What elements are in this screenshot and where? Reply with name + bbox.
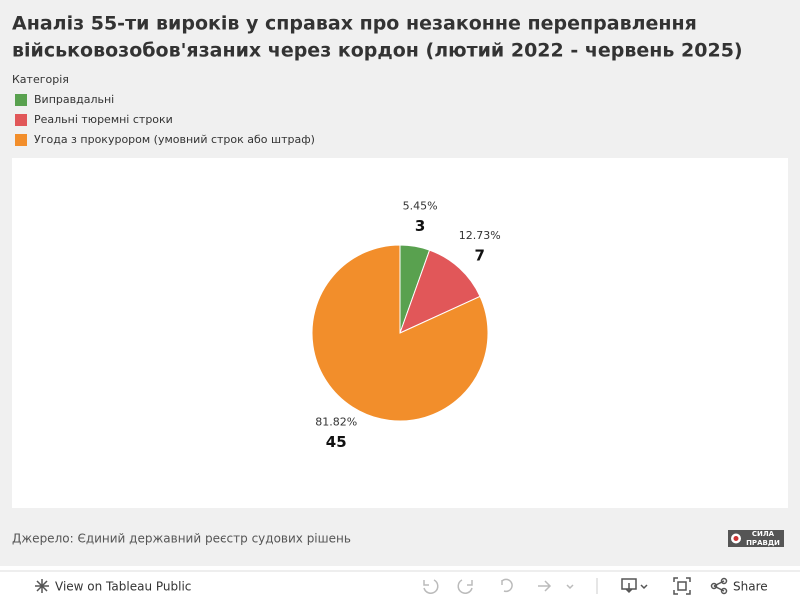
pie-slice	[311, 244, 489, 422]
download-icon[interactable]	[621, 578, 637, 594]
view-button[interactable]: View on Tableau Public	[35, 579, 191, 594]
pie-slice	[399, 249, 481, 334]
count-label: 45	[326, 433, 347, 451]
logo-box	[728, 530, 784, 547]
tableau-icon	[35, 579, 49, 593]
dropdown-icon[interactable]	[640, 584, 648, 590]
logo-text: СИЛА	[752, 530, 775, 538]
legend-title: Категорія	[12, 73, 69, 86]
percent-label: 81.82%	[315, 415, 357, 428]
fullscreen-icon[interactable]	[673, 577, 691, 595]
view-link[interactable]: View on Tableau Public	[55, 580, 191, 594]
count-label: 7	[475, 247, 485, 265]
source: Джерело: Єдиний державний реєстр судових…	[12, 532, 351, 546]
share-icon[interactable]	[720, 587, 728, 595]
dropdown-icon[interactable]	[566, 584, 574, 590]
logo-text: ПРАВДИ	[746, 539, 780, 547]
logo: СИЛА ПРАВДИ	[728, 530, 784, 547]
legend-swatch	[15, 114, 27, 126]
count-label: 3	[415, 217, 425, 235]
logo-icon	[733, 536, 739, 541]
legend-label: Реальні тюремні строки	[34, 113, 173, 126]
legend-swatch	[15, 94, 27, 106]
legend-swatch	[15, 134, 27, 146]
legend-label: Угода з прокурором (умовний строк або шт…	[34, 133, 315, 146]
percent-label: 12.73%	[459, 229, 501, 242]
title-line: Аналіз 55-ти вироків у справах про незак…	[12, 13, 697, 35]
undo-icon[interactable]	[423, 579, 439, 594]
legend-label: Виправдальні	[34, 93, 114, 106]
share-icon[interactable]	[710, 582, 718, 590]
refresh-icon[interactable]	[538, 580, 552, 592]
share-icon[interactable]	[720, 577, 728, 585]
title-line: військовозобов'язаних через кордон (люти…	[12, 40, 743, 62]
percent-label: 5.45%	[403, 200, 438, 213]
redo-icon[interactable]	[457, 579, 473, 594]
pie: 5.45% 3 12.73% 7 81.82% 45	[311, 200, 501, 451]
revert-icon[interactable]	[501, 578, 513, 593]
legend: Виправдальні Реальні тюремні строки Угода …	[15, 93, 315, 146]
share-button[interactable]: Share	[733, 580, 768, 594]
